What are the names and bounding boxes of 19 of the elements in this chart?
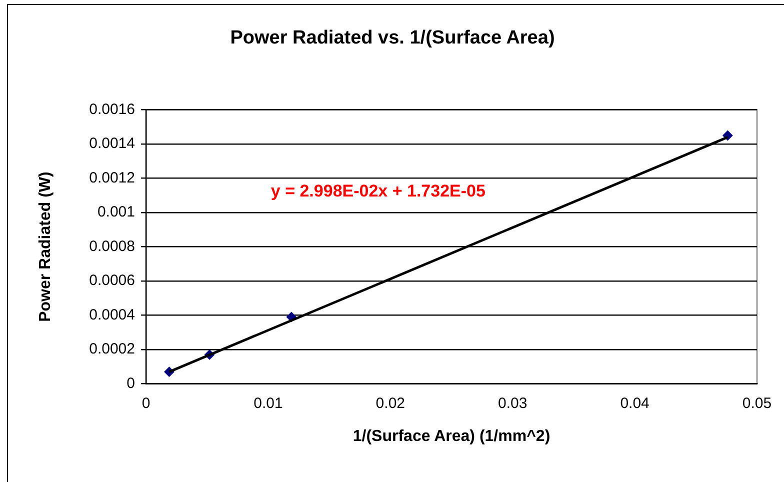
x-tick-label: 0.02 (376, 394, 405, 412)
y-tick-label: 0.0002 (89, 340, 135, 358)
y-tick-label: 0.0004 (89, 306, 135, 324)
x-tick-label: 0.04 (620, 394, 650, 412)
chart-title: Power Radiated vs. 1/(Surface Area) (230, 28, 555, 49)
y-axis-title: Power Radiated (W) (37, 172, 54, 322)
x-tick-label: 0.03 (498, 394, 528, 412)
x-tick-label: 0.01 (254, 394, 283, 412)
annotation: y = 2.998E-02x + 1.732E-05 (270, 182, 486, 201)
y-tick-label: 0 (126, 374, 135, 392)
y-tick-label: 0.0012 (89, 169, 135, 186)
y-tick-label: 0.0014 (89, 135, 135, 152)
y-tick-label: 0.0006 (89, 272, 135, 290)
y-tick-label: 0.0008 (89, 238, 135, 255)
y-tick-label: 0.001 (97, 204, 135, 221)
x-tick-label: 0 (142, 394, 150, 412)
x-tick-label: 0.05 (742, 394, 772, 412)
y-tick-label: 0.0016 (89, 100, 135, 118)
x-axis-title: 1/(Surface Area) (1/mm^2) (352, 428, 550, 445)
